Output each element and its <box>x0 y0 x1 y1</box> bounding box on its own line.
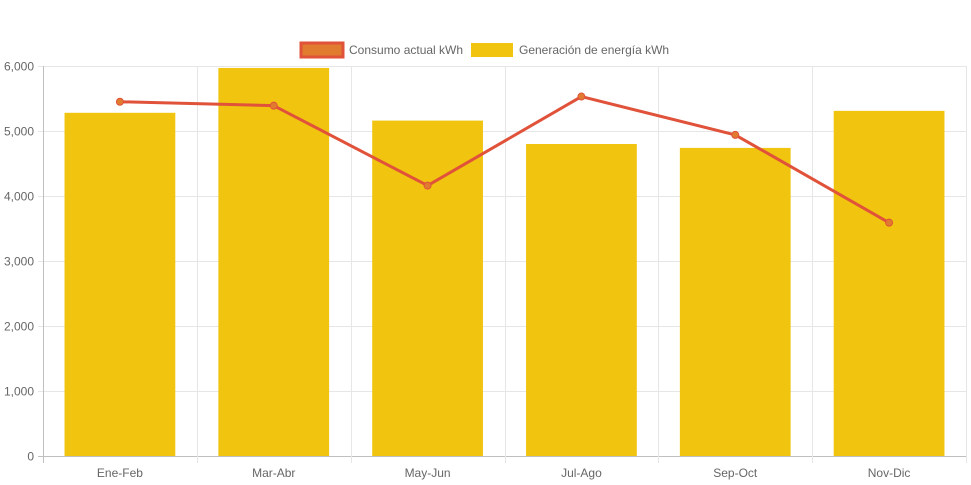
line-point[interactable] <box>115 97 124 106</box>
bar[interactable] <box>526 144 637 456</box>
y-tick-label: 5,000 <box>4 125 34 139</box>
legend-label-consumo[interactable]: Consumo actual kWh <box>349 43 463 57</box>
bar[interactable] <box>64 112 176 457</box>
y-tick-label: 4,000 <box>4 190 34 204</box>
line-point[interactable] <box>731 130 740 139</box>
line-point[interactable] <box>423 181 432 190</box>
y-tick-label: 3,000 <box>4 255 34 269</box>
tick-labels: 0 1,000 2,000 3,000 4,000 5,000 6,000 Ene-Feb Ma… <box>4 60 910 481</box>
bar[interactable] <box>833 110 945 456</box>
legend-swatch-generacion[interactable] <box>471 43 513 57</box>
legend-swatch-consumo[interactable] <box>299 41 345 59</box>
y-tick-label: 0 <box>27 450 34 464</box>
line-series <box>115 92 894 227</box>
bar[interactable] <box>372 120 483 456</box>
line-point[interactable] <box>885 218 894 227</box>
line-point[interactable] <box>269 101 278 110</box>
legend-label-generacion[interactable]: Generación de energía kWh <box>519 43 669 57</box>
x-tick-label: Sep-Oct <box>713 466 758 480</box>
y-tick-label: 6,000 <box>4 60 34 74</box>
y-tick-label: 1,000 <box>4 385 34 399</box>
x-tick-label: Nov-Dic <box>868 466 911 480</box>
line-path <box>119 95 890 224</box>
grid <box>38 66 967 463</box>
bar[interactable] <box>218 67 330 456</box>
x-tick-label: Jul-Ago <box>561 466 602 480</box>
bar-series <box>64 67 945 457</box>
legend: Consumo actual kWh Generación de energía… <box>299 41 669 59</box>
x-tick-label: Ene-Feb <box>97 466 143 480</box>
y-tick-label: 2,000 <box>4 320 34 334</box>
x-tick-label: Mar-Abr <box>252 466 295 480</box>
x-tick-label: May-Jun <box>405 466 451 480</box>
line-point[interactable] <box>577 92 586 101</box>
bar[interactable] <box>679 147 791 456</box>
